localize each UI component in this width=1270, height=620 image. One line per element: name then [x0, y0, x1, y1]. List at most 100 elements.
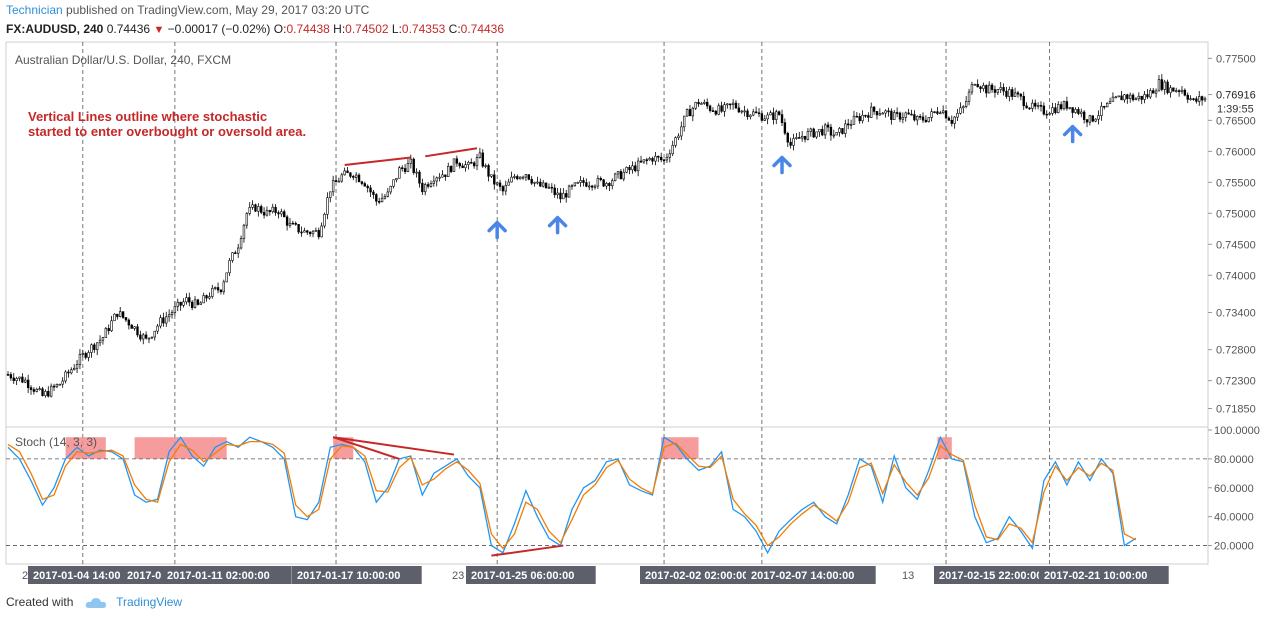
tradingview-link[interactable]: TradingView: [116, 595, 183, 609]
candle-body: [723, 104, 726, 112]
candle-body: [1022, 95, 1025, 107]
symbol-label[interactable]: FX:AUDUSD, 240: [6, 22, 104, 36]
candle-body: [188, 297, 191, 303]
current-price-bg: [1212, 86, 1270, 103]
candle-body: [167, 314, 171, 318]
candle-body: [898, 112, 902, 120]
candle-body: [1036, 104, 1040, 107]
x-tick-bg: [934, 566, 1064, 584]
candle-body: [317, 230, 320, 238]
x-tick-bg: [746, 566, 876, 584]
high-label: H:: [333, 22, 346, 36]
author-link[interactable]: Technician: [6, 3, 63, 17]
candle-body: [783, 122, 787, 134]
candle-body: [303, 230, 306, 233]
candle-body: [159, 317, 162, 327]
candle-body: [674, 137, 677, 146]
chart-area[interactable]: 0.77500 0.76916 0.76500 0.76000 0.75500 0.750…: [0, 0, 1270, 590]
candle-body: [1175, 90, 1178, 92]
candle-body: [329, 191, 332, 198]
candle-body: [165, 316, 168, 324]
candle-body: [826, 124, 830, 128]
candle-body: [96, 342, 99, 350]
candle-body: [1134, 98, 1138, 101]
candle-body: [501, 186, 505, 192]
candle-body: [1080, 111, 1083, 114]
candle-body: [199, 302, 202, 305]
candle-body: [352, 176, 355, 178]
candle-body: [970, 84, 974, 93]
candle-body: [550, 186, 554, 189]
candle-body: [29, 387, 33, 390]
candle-body: [524, 174, 528, 178]
candle-body: [260, 206, 263, 213]
candle-body: [622, 171, 625, 180]
open-label: O:: [273, 22, 287, 36]
candle-body: [55, 383, 59, 388]
candle-body: [1002, 87, 1005, 92]
candle-body: [1085, 119, 1089, 123]
close-label: C:: [448, 22, 461, 36]
candle-body: [680, 126, 683, 137]
candle-body: [648, 158, 651, 161]
candle-body: [953, 116, 956, 124]
candle-body: [1117, 95, 1120, 98]
candle-body: [64, 371, 67, 382]
candle-body: [1169, 87, 1172, 94]
candle-body: [973, 83, 976, 86]
stoch-d-line: [7, 440, 1137, 550]
candle-body: [1062, 101, 1066, 110]
candle-body: [697, 102, 700, 105]
candle-body: [1025, 105, 1028, 109]
candle-body: [349, 172, 352, 177]
candle-body: [254, 204, 257, 212]
candle-body: [495, 182, 499, 185]
price-tick-label: 0.76000: [1216, 146, 1256, 158]
x-tick-label: 2017-02-07 14:00:00: [751, 570, 854, 582]
candle-body: [507, 181, 510, 186]
candle-body: [605, 183, 608, 187]
candle-body: [671, 145, 674, 155]
candle-body: [110, 320, 113, 332]
candle-body: [251, 204, 254, 208]
candle-body: [694, 102, 697, 109]
candle-body: [901, 116, 905, 120]
up-arrow-icon: [487, 220, 507, 240]
x-tick-label: 2017-02-21 10:00:00: [1044, 570, 1147, 582]
price-tick-label: 0.76500: [1216, 115, 1256, 127]
candle-body: [645, 159, 648, 161]
candle-body: [1011, 89, 1014, 97]
candle-body: [967, 91, 971, 102]
candle-body: [1016, 92, 1020, 95]
x-tick-bg: [122, 566, 170, 584]
candle-body: [677, 135, 680, 139]
low-label: L:: [391, 22, 402, 36]
candle-body: [424, 184, 427, 193]
candle-body: [743, 110, 746, 113]
candle-body: [798, 137, 801, 139]
candle-body: [731, 102, 735, 105]
candle-body: [518, 176, 522, 180]
candle-body: [294, 223, 297, 225]
trendline-annotation: [425, 147, 478, 158]
candle-body: [383, 196, 387, 199]
candle-body: [757, 112, 761, 115]
change-down-icon: ▼: [153, 24, 165, 36]
candle-body: [887, 110, 890, 113]
candle-body: [599, 178, 602, 181]
x-tick-bg: [1039, 566, 1169, 584]
candle-body: [642, 159, 646, 163]
candle-body: [1065, 101, 1069, 109]
candle-body: [1183, 89, 1187, 96]
candle-body: [913, 114, 916, 121]
candle-body: [481, 152, 484, 167]
candle-body: [533, 181, 536, 184]
candle-body: [406, 162, 410, 172]
candle-body: [662, 159, 666, 162]
candle-body: [703, 101, 706, 104]
candle-body: [435, 177, 438, 182]
candle-body: [542, 182, 545, 187]
x-tick-label: 2: [22, 570, 28, 582]
candle-body: [219, 289, 223, 293]
price-tick-label: 0.77500: [1216, 53, 1256, 65]
